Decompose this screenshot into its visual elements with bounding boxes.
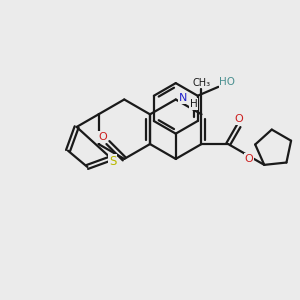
Text: O: O (245, 154, 254, 164)
Text: O: O (98, 132, 107, 142)
Text: N: N (179, 93, 188, 103)
Text: O: O (234, 115, 243, 124)
Text: S: S (109, 155, 116, 168)
Text: HO: HO (219, 77, 235, 87)
Text: CH₃: CH₃ (192, 77, 211, 88)
Text: H: H (190, 99, 197, 109)
